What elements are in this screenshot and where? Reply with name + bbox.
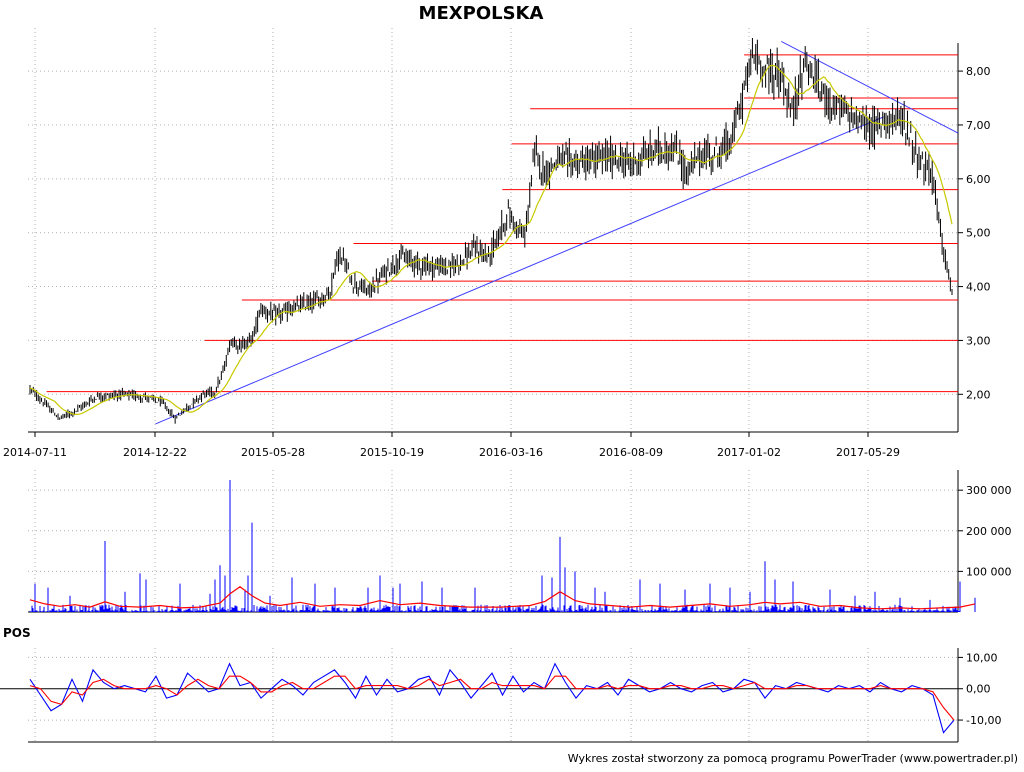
pos-y-tick-label: 0,00 bbox=[966, 683, 991, 696]
x-tick-label: 2016-08-09 bbox=[599, 446, 663, 459]
trend-line-down bbox=[781, 41, 959, 134]
candles-group bbox=[29, 37, 953, 424]
price-y-tick-label: 7,00 bbox=[966, 119, 991, 132]
x-tick-label: 2016-03-16 bbox=[479, 446, 543, 459]
price-y-tick-label: 2,00 bbox=[966, 388, 991, 401]
footer-credit: Wykres został stworzony za pomocą progra… bbox=[568, 752, 1018, 765]
price-moving-average bbox=[29, 64, 953, 415]
x-tick-label: 2015-10-19 bbox=[360, 446, 424, 459]
price-y-tick-label: 5,00 bbox=[966, 227, 991, 240]
pos-panel-label: POS bbox=[3, 626, 31, 640]
price-y-tick-label: 6,00 bbox=[966, 173, 991, 186]
trend-line-up bbox=[155, 116, 884, 425]
x-tick-label: 2014-07-11 bbox=[3, 446, 67, 459]
pos-line-red bbox=[29, 675, 955, 721]
volume-moving-average bbox=[29, 586, 976, 610]
x-tick-label: 2017-05-29 bbox=[836, 446, 900, 459]
volume-bars-group bbox=[29, 480, 976, 612]
price-y-tick-label: 8,00 bbox=[966, 65, 991, 78]
chart-title: MEXPOLSKA bbox=[419, 3, 544, 24]
volume-y-tick-label: 100 000 bbox=[966, 565, 1012, 578]
pos-y-tick-label: -10,00 bbox=[966, 714, 1001, 727]
price-y-tick-label: 3,00 bbox=[966, 334, 991, 347]
x-tick-label: 2017-01-02 bbox=[717, 446, 781, 459]
volume-y-tick-label: 300 000 bbox=[966, 484, 1012, 497]
pos-line-blue bbox=[29, 662, 955, 734]
x-tick-label: 2014-12-22 bbox=[123, 446, 187, 459]
price-y-tick-label: 4,00 bbox=[966, 281, 991, 294]
volume-y-tick-label: 200 000 bbox=[966, 525, 1012, 538]
pos-y-tick-label: 10,00 bbox=[966, 651, 998, 664]
x-tick-label: 2015-05-28 bbox=[241, 446, 305, 459]
